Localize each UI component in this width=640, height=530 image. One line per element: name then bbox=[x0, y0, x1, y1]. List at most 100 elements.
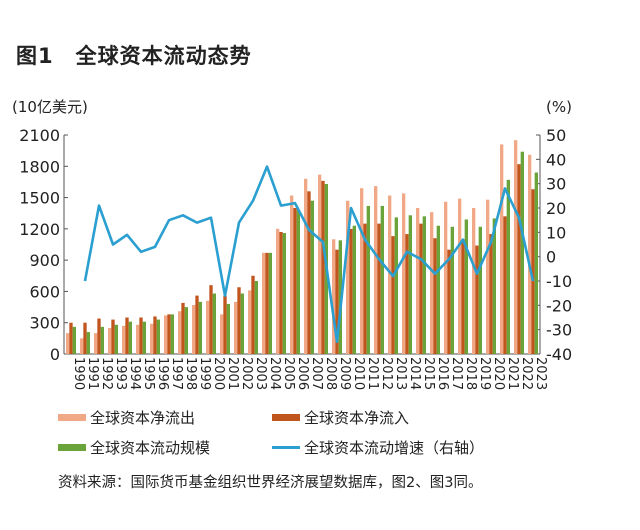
bar-scale bbox=[282, 233, 286, 354]
bar-outflow bbox=[248, 290, 252, 354]
bar-scale bbox=[170, 314, 174, 354]
bar-outflow bbox=[276, 228, 280, 354]
right-axis-label: (%) bbox=[546, 98, 572, 116]
bar-scale bbox=[534, 172, 538, 354]
bar-inflow bbox=[125, 317, 129, 354]
x-tick-label: 2009 bbox=[337, 357, 352, 390]
x-tick-label: 2020 bbox=[491, 357, 506, 390]
bar-scale bbox=[142, 321, 146, 354]
bar-outflow bbox=[304, 178, 308, 354]
bar-scale bbox=[296, 210, 300, 354]
x-tick-label: 2015 bbox=[421, 357, 436, 390]
x-tick-label: 2022 bbox=[519, 357, 534, 390]
bar-scale bbox=[366, 205, 370, 354]
bar-inflow bbox=[237, 287, 241, 354]
bar-outflow bbox=[430, 212, 434, 354]
bar-scale bbox=[240, 293, 244, 354]
bar-scale bbox=[450, 226, 454, 354]
bar-outflow bbox=[402, 193, 406, 354]
bar-scale bbox=[100, 326, 104, 354]
right-tick-label: -30 bbox=[546, 321, 572, 340]
bar-outflow bbox=[206, 300, 210, 354]
bar-inflow bbox=[321, 180, 325, 354]
x-tick-label: 1991 bbox=[85, 357, 100, 390]
bar-scale bbox=[394, 217, 398, 354]
left-tick-label: 600 bbox=[29, 282, 60, 301]
bar-inflow bbox=[153, 316, 157, 354]
x-tick-label: 2012 bbox=[379, 357, 394, 390]
bar-scale bbox=[436, 225, 440, 354]
bar-outflow bbox=[514, 140, 518, 354]
bar-outflow bbox=[458, 198, 462, 354]
bar-scale bbox=[492, 218, 496, 354]
legend-swatch bbox=[272, 414, 300, 421]
bar-outflow bbox=[360, 188, 364, 354]
bar-scale bbox=[520, 151, 524, 354]
bar-inflow bbox=[69, 322, 73, 354]
bar-scale bbox=[352, 225, 356, 354]
bar-scale bbox=[464, 219, 468, 354]
left-axis-label: (10亿美元) bbox=[12, 98, 88, 116]
bar-outflow bbox=[178, 311, 182, 354]
bar-inflow bbox=[181, 302, 185, 354]
bar-outflow bbox=[332, 239, 336, 354]
bar-outflow bbox=[500, 144, 504, 354]
x-tick-label: 1992 bbox=[99, 357, 114, 390]
bar-outflow bbox=[290, 195, 294, 354]
bar-outflow bbox=[262, 252, 266, 354]
legend-item-outflow: 全球资本净流出 bbox=[58, 407, 195, 428]
bar-inflow bbox=[209, 285, 213, 354]
x-tick-label: 2017 bbox=[449, 357, 464, 390]
x-tick-label: 2001 bbox=[225, 357, 240, 390]
bar-scale bbox=[198, 301, 202, 354]
x-tick-label: 2013 bbox=[393, 357, 408, 390]
bar-outflow bbox=[374, 186, 378, 354]
bar-inflow bbox=[83, 322, 87, 354]
bar-inflow bbox=[405, 234, 409, 354]
bar-scale bbox=[184, 307, 188, 354]
x-tick-label: 2005 bbox=[281, 357, 296, 390]
x-tick-label: 2000 bbox=[211, 357, 226, 390]
x-tick-label: 2018 bbox=[463, 357, 478, 390]
bar-scale bbox=[254, 281, 258, 354]
bar-inflow bbox=[223, 295, 227, 354]
bar-scale bbox=[408, 215, 412, 354]
bar-outflow bbox=[416, 208, 420, 354]
bar-outflow bbox=[388, 195, 392, 354]
bar-inflow bbox=[279, 231, 283, 354]
legend-swatch bbox=[58, 414, 86, 421]
bar-scale bbox=[226, 303, 230, 354]
bar-outflow bbox=[122, 325, 126, 354]
right-tick-label: 40 bbox=[546, 150, 566, 169]
bar-scale bbox=[212, 293, 216, 354]
bar-outflow bbox=[528, 154, 532, 354]
x-tick-label: 2023 bbox=[533, 357, 548, 390]
right-tick-label: -40 bbox=[546, 345, 572, 364]
bar-inflow bbox=[265, 252, 269, 354]
bar-outflow bbox=[80, 338, 84, 354]
bar-inflow bbox=[503, 216, 507, 354]
right-tick-label: 20 bbox=[546, 199, 566, 218]
x-tick-label: 2008 bbox=[323, 357, 338, 390]
x-tick-label: 2002 bbox=[239, 357, 254, 390]
x-tick-label: 2021 bbox=[505, 357, 520, 390]
bar-scale bbox=[114, 324, 118, 354]
bar-scale bbox=[156, 319, 160, 354]
right-tick-label: -20 bbox=[546, 296, 572, 315]
bar-inflow bbox=[447, 249, 451, 354]
bar-outflow bbox=[164, 315, 168, 354]
x-tick-label: 1990 bbox=[71, 357, 86, 390]
bar-inflow bbox=[391, 236, 395, 354]
x-tick-label: 2010 bbox=[351, 357, 366, 390]
bar-inflow bbox=[251, 275, 255, 354]
bar-inflow bbox=[111, 319, 115, 354]
bar-scale bbox=[380, 205, 384, 354]
x-tick-label: 1994 bbox=[127, 357, 142, 390]
bar-scale bbox=[338, 240, 342, 354]
bar-scale bbox=[86, 332, 90, 354]
legend-swatch bbox=[272, 446, 300, 449]
bar-inflow bbox=[335, 249, 339, 354]
x-tick-label: 1999 bbox=[197, 357, 212, 390]
legend-swatch bbox=[58, 444, 86, 451]
x-tick-label: 1993 bbox=[113, 357, 128, 390]
